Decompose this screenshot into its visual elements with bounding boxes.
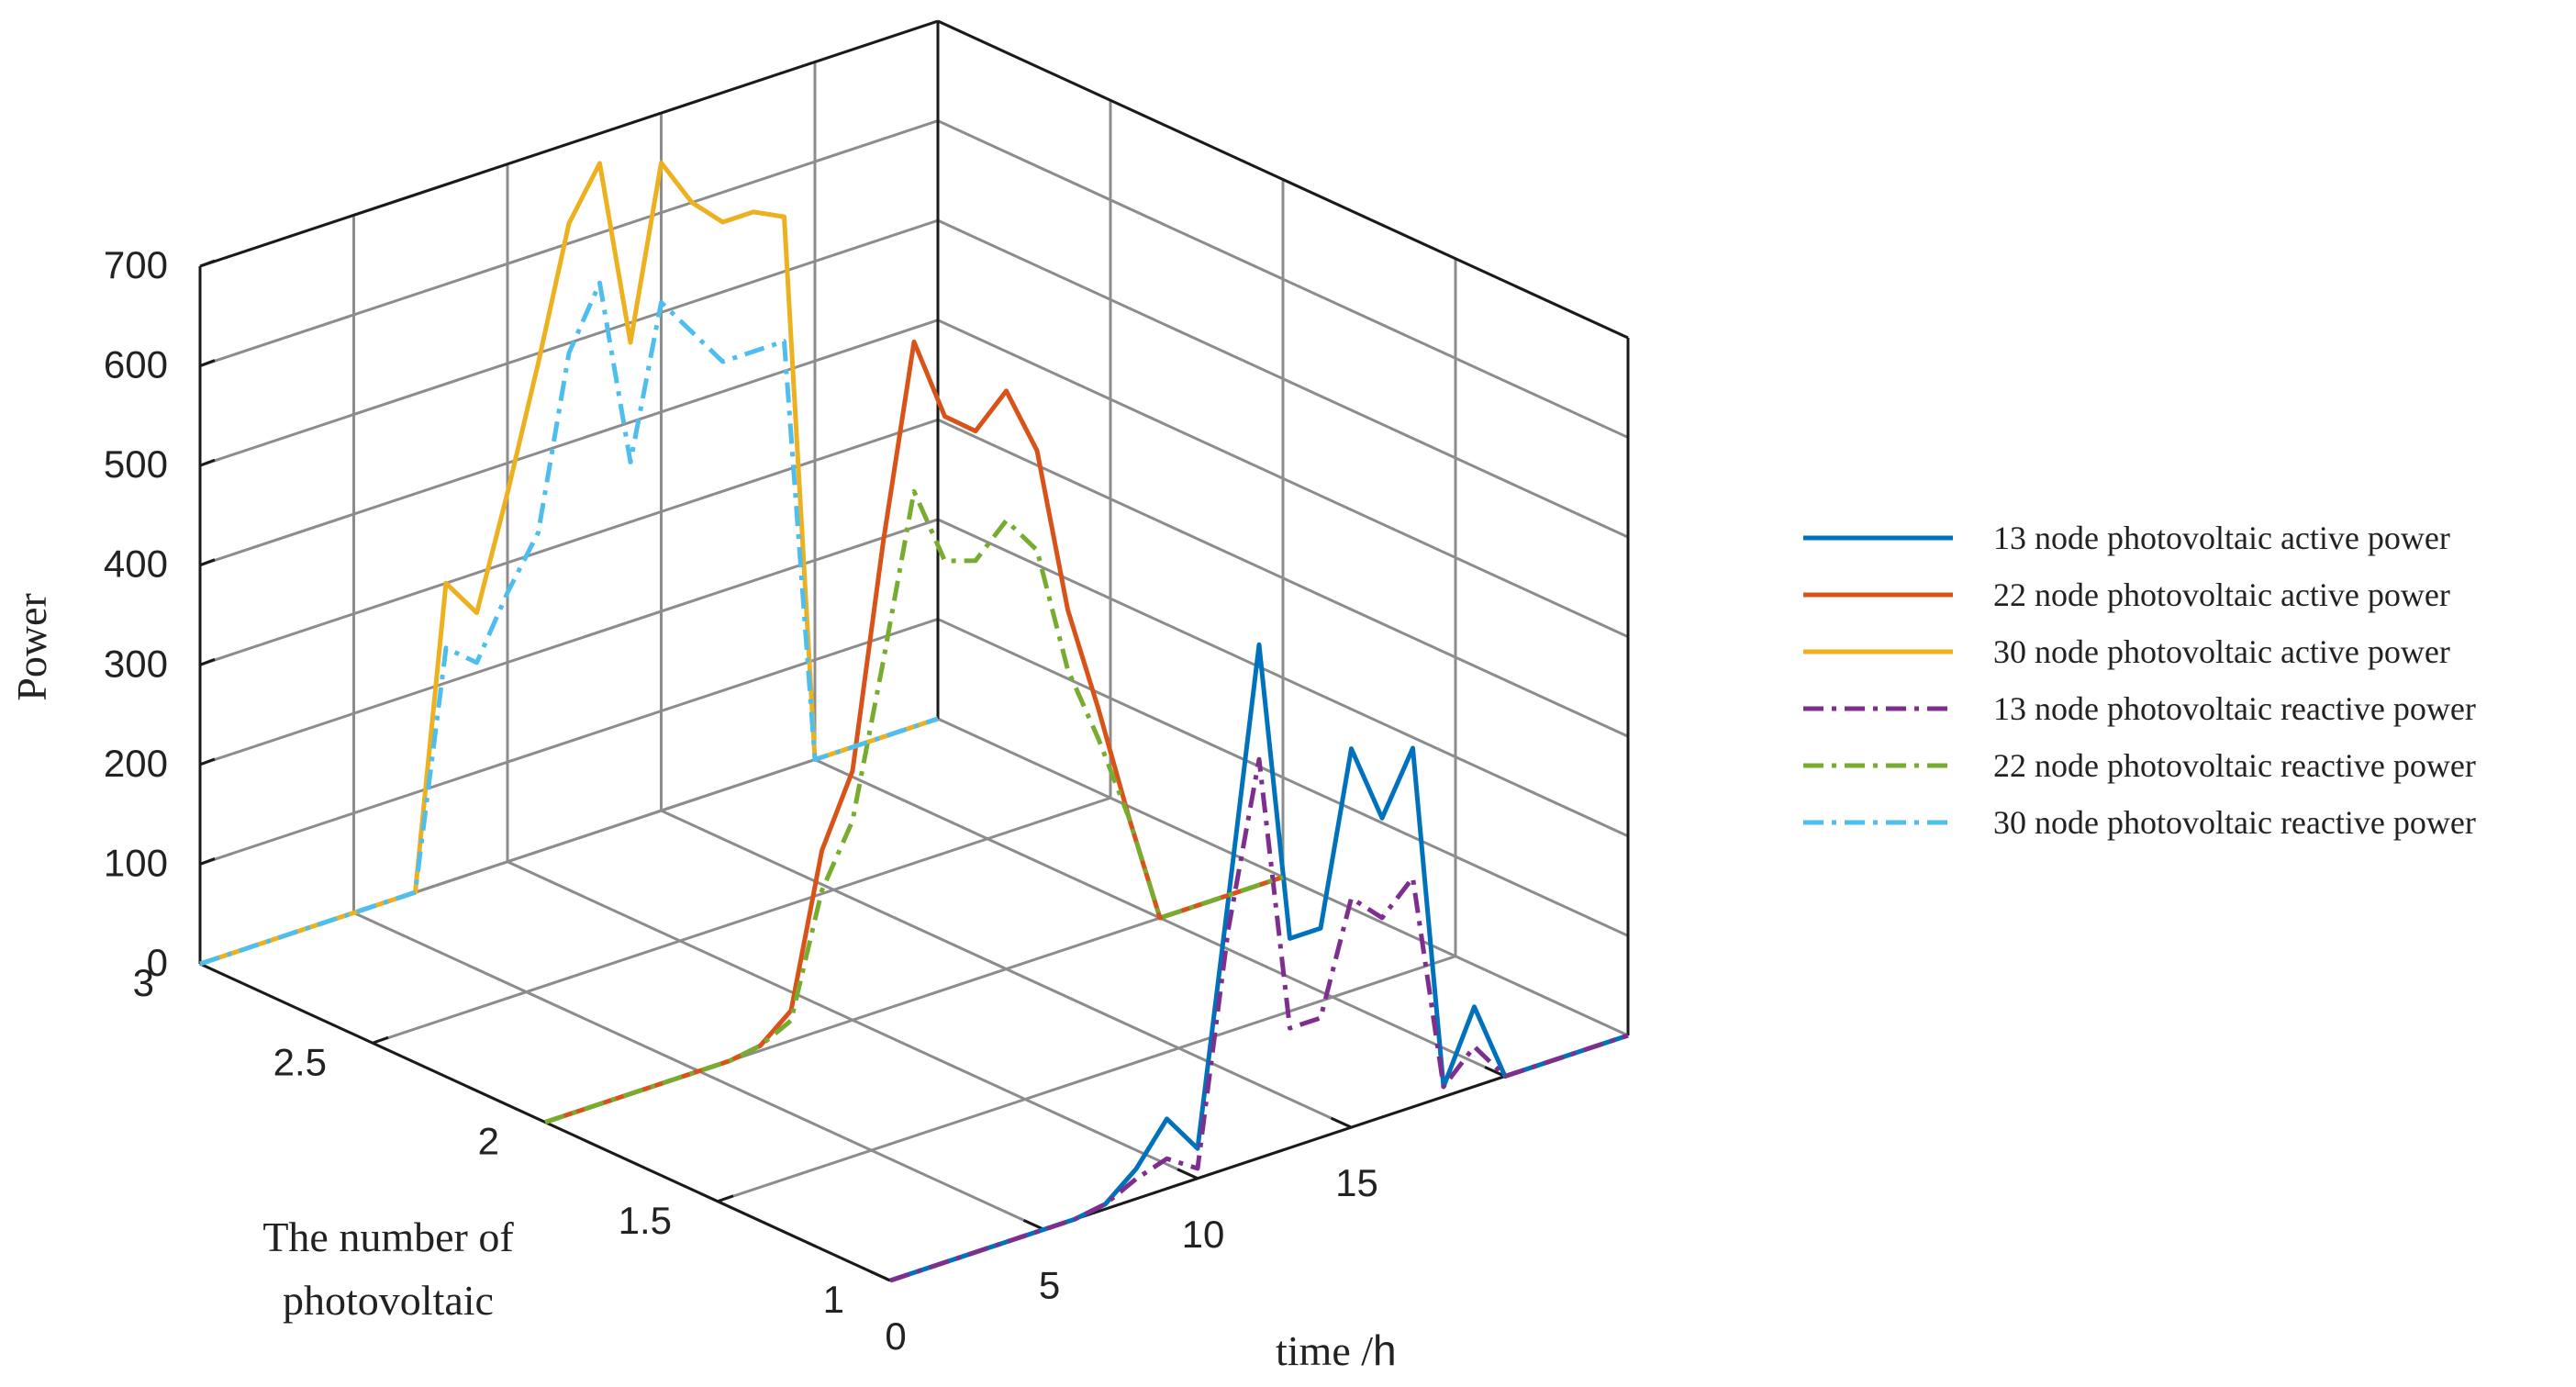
y-axis-label-line1: The number of	[262, 1214, 514, 1260]
y-tick-mark	[717, 1194, 734, 1203]
z-tick-mark	[199, 259, 216, 268]
axis-box-edge	[937, 19, 1629, 340]
grid-line-backwall-z	[199, 418, 939, 666]
z-tick-label: 600	[104, 343, 168, 386]
y-tick-label: 1	[823, 1278, 844, 1321]
z-tick-label: 700	[104, 243, 168, 286]
x-tick-label: 5	[1039, 1263, 1060, 1306]
z-tick-label: 0	[147, 941, 168, 984]
legend-label-6: 30 node photovoltaic reactive power	[1993, 804, 2476, 841]
series-line-2	[544, 339, 1284, 1124]
z-tick-mark	[199, 657, 216, 666]
z-tick-label: 500	[104, 442, 168, 486]
axes-box	[198, 19, 1630, 1282]
x-tick-mark	[1022, 1219, 1045, 1231]
y-tick-mark	[372, 1035, 389, 1045]
y-tick-label: 1.5	[619, 1199, 672, 1242]
y-tick-label: 2	[478, 1120, 499, 1163]
y-tick-label: 2.5	[273, 1040, 327, 1083]
x-tick-mark	[1484, 1066, 1506, 1078]
grid-line-floor-y	[717, 955, 1456, 1203]
z-tick-mark	[199, 757, 216, 766]
legend-label-5: 22 node photovoltaic reactive power	[1993, 747, 2476, 784]
x-tick-label: 0	[885, 1314, 906, 1358]
x-tick-mark	[1176, 1168, 1199, 1180]
y-axis-label-line2: photovoltaic	[283, 1277, 494, 1324]
legend: 13 node photovoltaic active power 22 node…	[1797, 500, 2568, 863]
x-axis-label-unit: h	[1373, 1326, 1397, 1374]
series-line-3	[199, 160, 939, 967]
grid-line-backwall-z	[199, 218, 939, 467]
legend-label-4: 13 node photovoltaic reactive power	[1993, 690, 2476, 727]
x-tick-label: 10	[1182, 1213, 1225, 1256]
legend-label-2: 22 node photovoltaic active power	[1993, 576, 2450, 613]
z-tick-label: 200	[104, 742, 168, 785]
y-tick-label: 3	[133, 961, 154, 1004]
legend-label-3: 30 node photovoltaic active power	[1993, 633, 2450, 670]
grid	[198, 19, 1629, 1282]
grid-line-floor-y	[372, 796, 1111, 1045]
series-line-4	[889, 756, 1629, 1283]
z-tick-mark	[199, 558, 216, 567]
legend-label-1: 13 node photovoltaic active power	[1993, 520, 2450, 556]
series-line-5	[544, 488, 1284, 1124]
series-lines	[199, 160, 1629, 1283]
axis-box-edge	[199, 19, 939, 268]
z-tick-label: 400	[104, 542, 168, 586]
z-tick-mark	[199, 857, 216, 866]
series-line-6	[199, 280, 939, 967]
legend-box	[1797, 500, 2568, 863]
z-tick-mark	[199, 458, 216, 467]
x-tick-label: 15	[1335, 1161, 1378, 1204]
z-tick-mark	[199, 359, 216, 367]
grid-line-backwall-z	[199, 119, 939, 367]
x-tick-mark	[869, 1270, 891, 1282]
x-axis-label-main: time /	[1276, 1327, 1373, 1374]
grid-line-backwall-z	[199, 518, 939, 766]
x-axis-label: time /h	[1276, 1326, 1397, 1374]
x-tick-mark	[1330, 1116, 1353, 1129]
z-tick-label: 100	[104, 841, 168, 884]
z-axis-label: Power	[8, 593, 55, 701]
z-tick-label: 300	[104, 642, 168, 685]
grid-line-backwall-z	[199, 618, 939, 866]
